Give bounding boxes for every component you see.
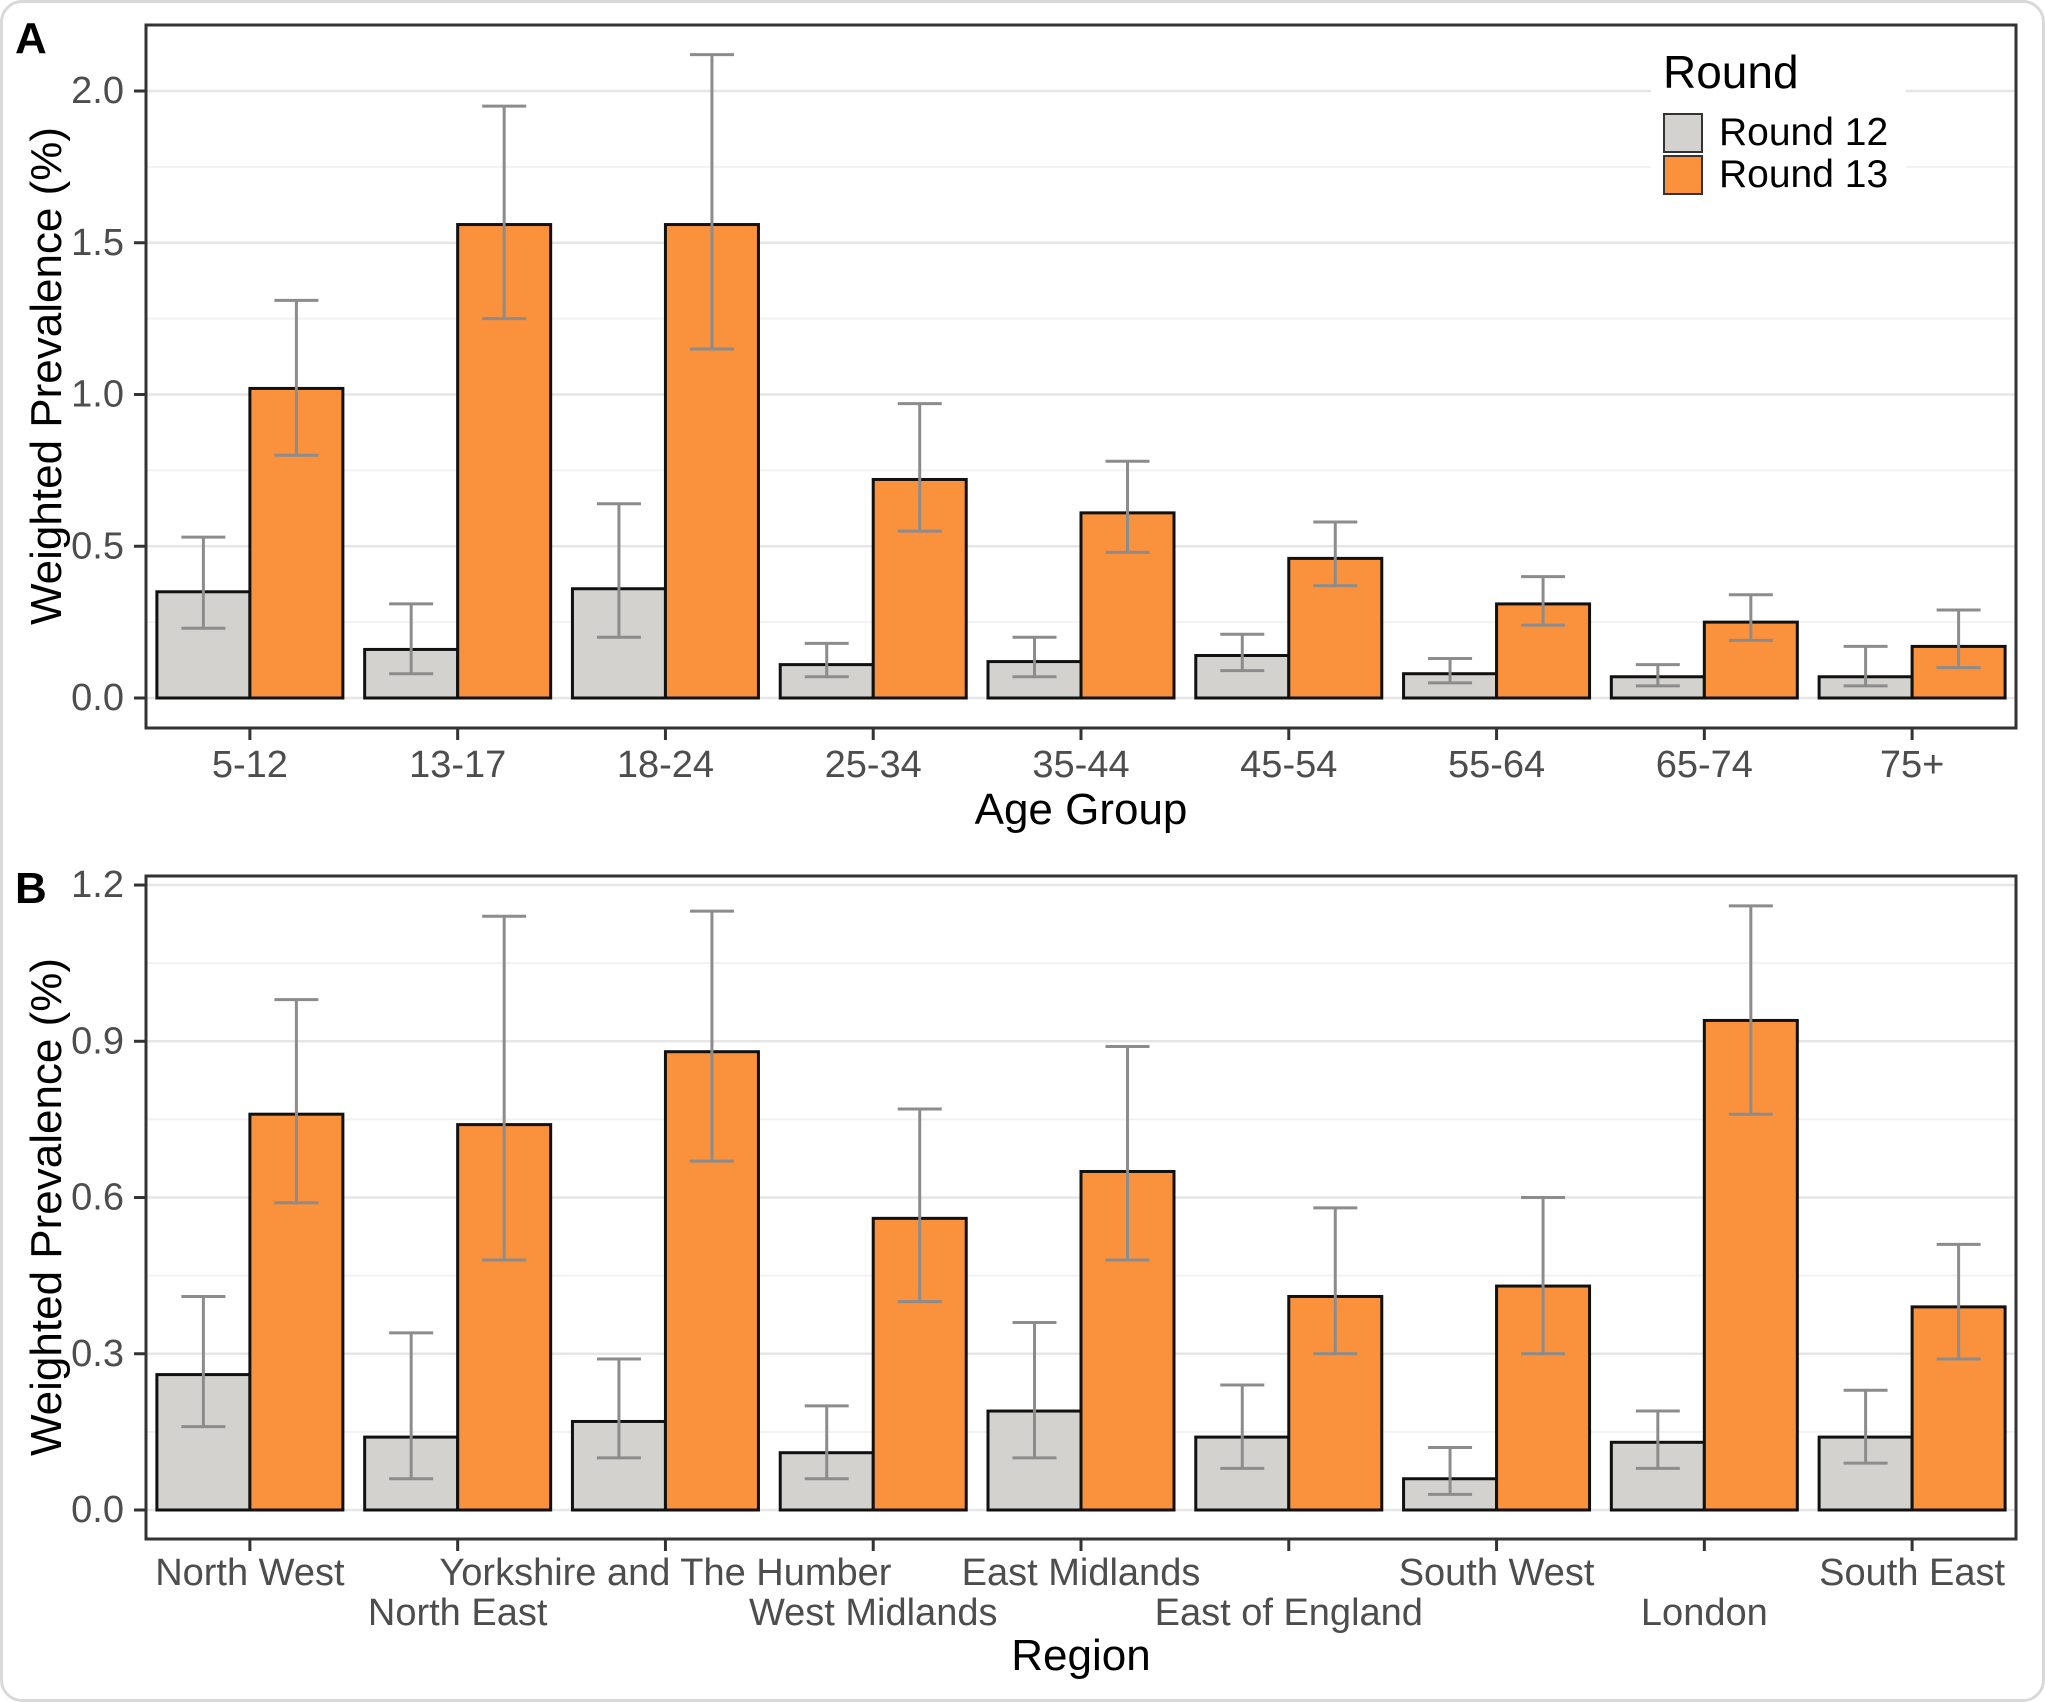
y-tick-label: 0.6 [71,1177,124,1219]
panel-a-letter: A [15,14,47,63]
panel-a-x-axis-title: Age Group [974,785,1188,834]
x-category-label: South West [1399,1552,1595,1594]
y-tick-label: 0.3 [71,1333,124,1375]
x-category-label: 35-44 [1032,744,1129,786]
y-tick-label: 1.5 [71,222,124,264]
x-category-label: 25-34 [825,744,922,786]
panel-a-border [144,23,2018,730]
legend-item-label: Round 12 [1719,110,1889,154]
x-category-label: 5-12 [212,744,288,786]
y-tick-label: 0.9 [71,1020,124,1062]
legend-item-label: Round 13 [1719,152,1889,196]
x-category-label: 13-17 [409,744,506,786]
bar-chart-svg: 5-12 13-17 18-24 25-34 35-44 45-54 55-64 65-74 7… [71,23,2018,1634]
x-category-label: London [1641,1592,1768,1634]
y-tick-label: 0.0 [71,1489,124,1531]
x-category-label: 18-24 [617,744,714,786]
round-13-swatch-icon [1663,154,1703,195]
panel-b-x-axis-title: Region [1011,1631,1151,1680]
x-category-label: East Midlands [962,1552,1201,1594]
x-category-label: 65-74 [1656,744,1753,786]
y-tick-label: 0.5 [71,525,124,567]
legend-item-round-12: Round 12 [1663,110,1889,154]
x-category-label: 55-64 [1448,744,1545,786]
panel-b-letter: B [15,864,47,913]
legend-title: Round [1663,46,1799,98]
x-category-label: 75+ [1880,744,1944,786]
legend: Round Round 12 Round 13 [1651,41,1907,206]
x-category-label: East of England [1155,1592,1423,1634]
x-category-label: 45-54 [1240,744,1337,786]
x-category-label: North West [155,1552,345,1594]
bar-round-12-london [1609,1440,1706,1512]
y-tick-label: 1.0 [71,374,124,416]
x-category-label: West Midlands [749,1592,998,1634]
panel-a-y-axis-title: Weighted Prevalence (%) [22,126,71,626]
legend-item-round-13: Round 13 [1663,152,1889,196]
y-tick-label: 0.0 [71,677,124,719]
round-12-swatch-icon [1663,112,1703,153]
y-tick-label: 2.0 [71,70,124,112]
x-category-label: North East [368,1592,548,1634]
x-category-label: Yorkshire and The Humber [439,1552,891,1594]
panel-b-y-axis-title: Weighted Prevalence (%) [22,957,71,1457]
x-category-label: South East [1819,1552,2005,1594]
y-tick-label: 1.2 [71,864,124,906]
panel-b-border [144,874,2018,1541]
